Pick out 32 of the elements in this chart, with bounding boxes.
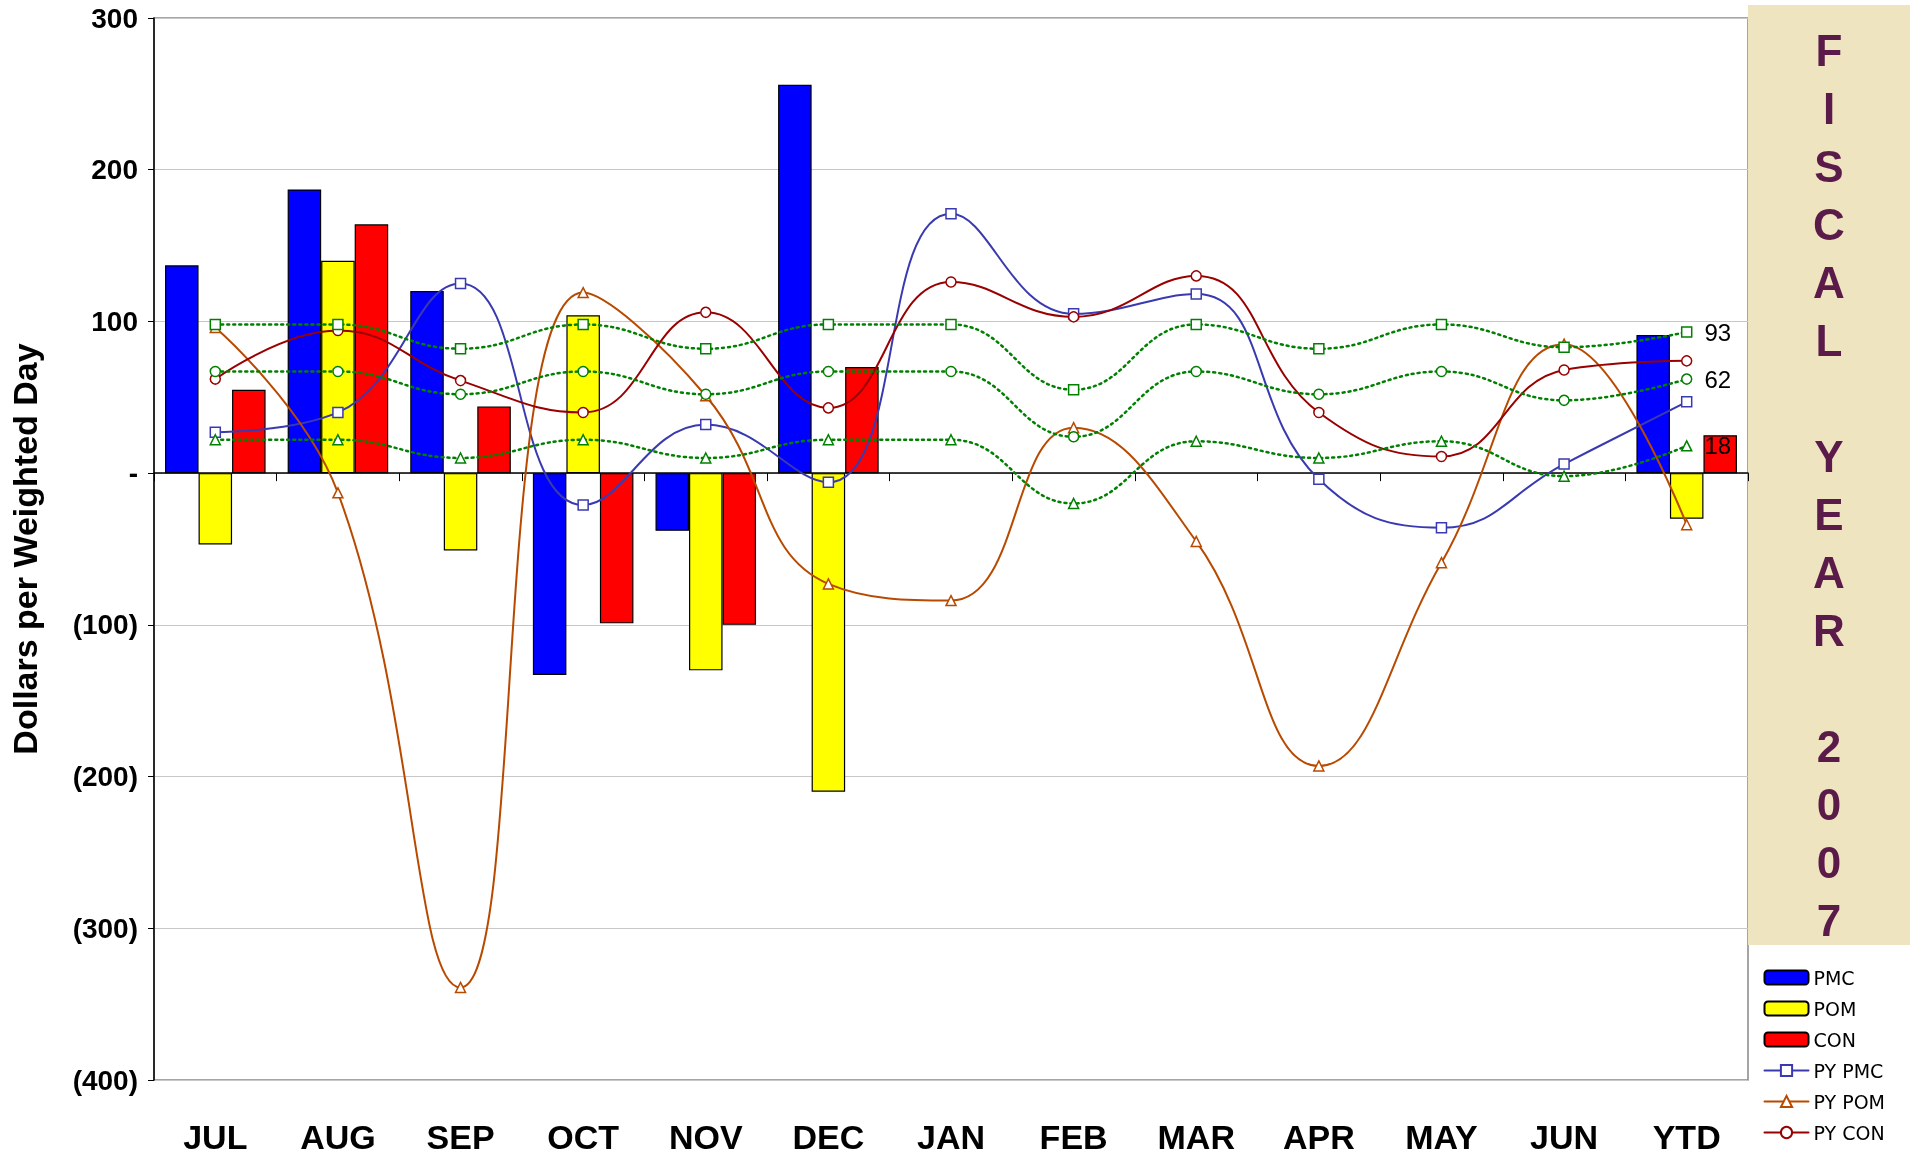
x-tick-label: MAY <box>1405 1118 1478 1156</box>
y-tick-label: - <box>128 457 138 489</box>
legend-label: POM <box>1813 997 1857 1020</box>
x-tick-label: APR <box>1282 1118 1355 1156</box>
x-tick-label: OCT <box>547 1118 620 1156</box>
y-tick-label: (100) <box>72 609 138 641</box>
legend-label: PY POM <box>1813 1090 1886 1113</box>
x-tick-label: MAR <box>1157 1118 1235 1156</box>
x-tick-label: JUN <box>1530 1118 1599 1156</box>
x-tick-label: JAN <box>916 1118 986 1156</box>
x-tick-label: YTD <box>1652 1118 1721 1156</box>
legend-label: PY PMC <box>1813 1059 1884 1082</box>
y-axis-title: Dollars per Weighted Day <box>6 343 44 755</box>
legend-label: PY CON <box>1813 1121 1885 1144</box>
data-label: 93 <box>1704 318 1732 346</box>
data-label: 62 <box>1704 365 1732 393</box>
x-tick-label: FEB <box>1039 1118 1108 1156</box>
x-tick-label: NOV <box>668 1118 743 1156</box>
x-tick-label: DEC <box>792 1118 865 1156</box>
legend-label: CON <box>1813 1028 1856 1051</box>
y-tick-label: 200 <box>91 154 138 186</box>
x-tick-label: AUG <box>300 1118 376 1156</box>
chart-title: FISCAL YEAR 2007 <box>1813 25 1845 945</box>
y-tick-label: 100 <box>91 305 138 337</box>
legend-label: PMC <box>1813 966 1855 989</box>
data-label: 18 <box>1704 432 1732 460</box>
y-tick-label: 300 <box>91 2 138 34</box>
y-tick-label: (200) <box>72 761 138 793</box>
x-tick-label: SEP <box>426 1118 495 1156</box>
y-tick-label: (400) <box>72 1064 138 1096</box>
y-tick-label: (300) <box>72 912 138 944</box>
x-tick-label: JUL <box>183 1118 248 1156</box>
